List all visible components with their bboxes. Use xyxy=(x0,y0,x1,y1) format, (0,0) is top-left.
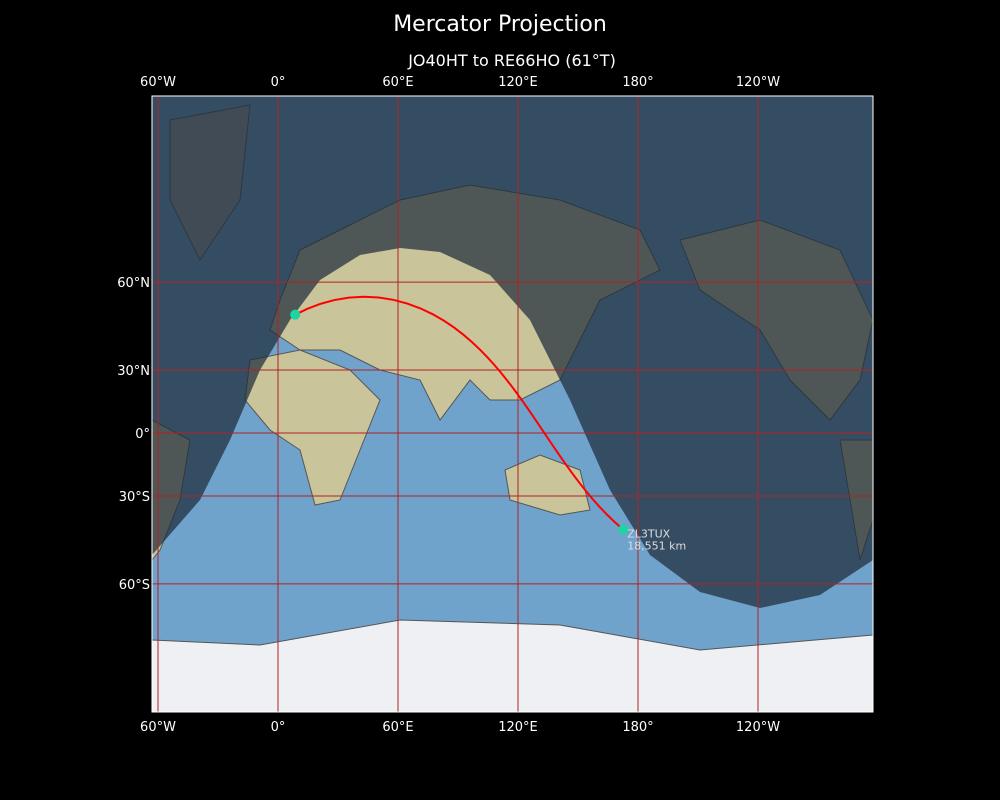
antarctica xyxy=(152,619,873,712)
lat-tick-label: 30°S xyxy=(119,490,150,505)
lon-tick-label-bottom: 180° xyxy=(622,720,653,735)
africa xyxy=(244,349,381,506)
lat-tick-label: 60°N xyxy=(117,276,150,291)
lon-tick-label-bottom: 60°W xyxy=(140,720,176,735)
axis-ticks: 60°W 60°W 0° 0° 60°E 60°E 120°E 120°E 180° 180° 12… xyxy=(117,75,780,735)
lon-tick-label-bottom: 120°E xyxy=(498,720,538,735)
lon-tick-label-bottom: 0° xyxy=(271,720,286,735)
lon-tick-label-bottom: 120°W xyxy=(736,720,780,735)
figure-title: Mercator Projection xyxy=(393,12,607,37)
map-subtitle: JO40HT to RE66HO (61°T) xyxy=(408,51,616,70)
destination-marker xyxy=(618,524,629,535)
destination-distance: 18,551 km xyxy=(627,540,686,553)
night-shading xyxy=(152,96,873,608)
destination-callsign: ZL3TUX xyxy=(627,528,670,541)
graticule xyxy=(152,96,873,712)
lon-tick-label-top: 180° xyxy=(622,75,653,90)
lat-tick-label: 30°N xyxy=(117,364,150,379)
lat-tick-label: 60°S xyxy=(119,578,150,593)
great-circle-route xyxy=(294,295,624,531)
lon-tick-label-top: 60°W xyxy=(140,75,176,90)
lon-tick-label-bottom: 60°E xyxy=(382,720,413,735)
lon-tick-label-top: 60°E xyxy=(382,75,413,90)
map-frame xyxy=(151,95,874,713)
lon-tick-label-top: 120°E xyxy=(498,75,538,90)
lat-tick-label: 0° xyxy=(135,427,150,442)
lon-tick-label-top: 0° xyxy=(271,75,286,90)
lon-tick-label-top: 120°W xyxy=(736,75,780,90)
origin-marker xyxy=(290,309,301,320)
